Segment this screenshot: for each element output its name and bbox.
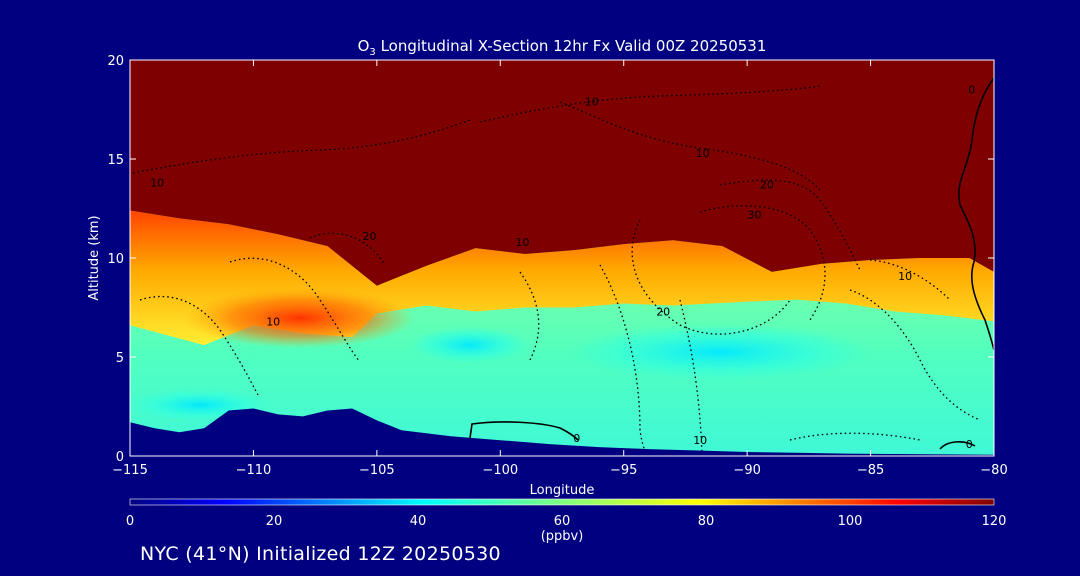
contour-label: 0 (968, 84, 975, 97)
colorbar (130, 499, 994, 505)
contour-line-zero (958, 77, 994, 351)
high-ozone-intrusion (185, 288, 415, 348)
contour-label: 20 (363, 230, 377, 243)
y-axis-label: Altitude (km) (87, 215, 102, 300)
contour-line-zero (939, 441, 976, 450)
contour-line-dotted (849, 289, 981, 421)
x-axis: −115 −110 −105 −100 −95 −90 −85 −80 (112, 60, 1008, 478)
colorbar-tick-label: 60 (554, 514, 571, 529)
contour-lines (132, 77, 994, 456)
contour-label: 10 (150, 177, 164, 190)
chart-title: O3 Longitudinal X-Section 12hr Fx Valid … (358, 37, 767, 58)
colorbar-tick-label: 120 (982, 514, 1007, 529)
terrain (130, 408, 994, 456)
contour-labels: 10 20 10 10 10 20 30 10 20 10 10 0 0 0 (150, 84, 975, 451)
x-tick-label: −115 (112, 463, 148, 478)
y-tick-label: 20 (107, 54, 124, 69)
colorbar-tick-label: 40 (410, 514, 427, 529)
y-tick-label: 0 (116, 450, 124, 465)
y-tick-label: 10 (107, 252, 124, 267)
contour-line-dotted (519, 271, 540, 361)
colorbar-tick-label: 100 (838, 514, 863, 529)
x-tick-label: −95 (610, 463, 637, 478)
y-axis: 0 5 10 15 20 (107, 54, 994, 465)
contour-label: 10 (696, 147, 710, 160)
x-tick-label: −110 (236, 463, 272, 478)
low-ozone-region (570, 324, 870, 380)
contour-label: 20 (656, 305, 670, 318)
contour-line-dotted (789, 432, 921, 441)
x-tick-label: −100 (482, 463, 518, 478)
colorbar-axis: 0 20 40 60 80 100 120 (126, 514, 1007, 529)
x-tick-label: −80 (980, 463, 1007, 478)
colorbar-tick-label: 0 (126, 514, 134, 529)
colorbar-frame (129, 498, 995, 506)
contour-line-dotted (719, 179, 861, 271)
contour-label: 0 (573, 432, 580, 445)
plot-area: 10 20 10 10 10 20 30 10 20 10 10 0 0 0 (130, 60, 994, 456)
x-axis-label: Longitude (530, 483, 595, 498)
y-tick-label: 15 (107, 153, 124, 168)
stratosphere-region (130, 60, 994, 286)
contour-label: 0 (966, 438, 973, 451)
y-tick-label: 5 (116, 351, 124, 366)
colorbar-label: (ppbv) (541, 529, 584, 544)
colorbar-tick-label: 80 (698, 514, 715, 529)
contour-line-dotted (869, 259, 951, 301)
contour-line-dotted (309, 232, 386, 266)
contour-line-dotted (599, 264, 649, 456)
x-tick-label: −90 (733, 463, 760, 478)
title-species: O (358, 37, 370, 55)
contour-label: 10 (898, 270, 912, 283)
contour-label: 10 (693, 434, 707, 447)
x-tick-label: −85 (857, 463, 884, 478)
contour-line-dotted (699, 205, 826, 321)
x-tick-label: −105 (359, 463, 395, 478)
contour-line-dotted (229, 257, 361, 363)
contour-label: 10 (266, 315, 280, 328)
footer-initialized-text: NYC (41°N) Initialized 12Z 20250530 (140, 543, 501, 565)
colorbar-tick-label: 20 (266, 514, 283, 529)
contour-line-dotted (679, 299, 703, 456)
contour-label: 30 (748, 208, 762, 221)
contour-line-zero (469, 421, 579, 441)
contour-line-dotted (631, 219, 791, 335)
title-species-subscript: 3 (369, 47, 375, 58)
contour-label: 20 (760, 179, 774, 192)
contour-label: 10 (516, 236, 530, 249)
low-ozone-region (410, 327, 530, 363)
contour-line-dotted (559, 101, 821, 191)
contour-label: 10 (585, 96, 599, 109)
title-rest: Longitudinal X-Section 12hr Fx Valid 00Z… (376, 37, 767, 55)
